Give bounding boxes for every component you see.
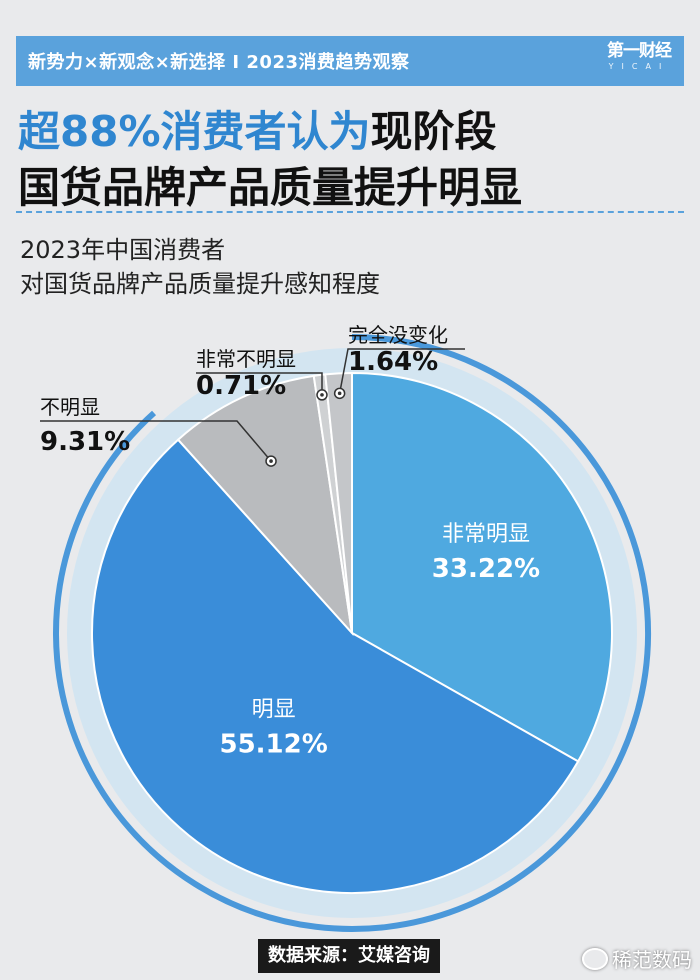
pie-slice-value: 33.22% — [432, 554, 540, 584]
pie-slice — [351, 371, 613, 763]
brand-logo: 第一财经 YICAI — [606, 43, 672, 79]
headline-line-1-rest: 现阶段 — [370, 107, 497, 156]
top-banner: 新势力×新观念×新选择 I 2023消费趋势观察 第一财经 YICAI — [16, 36, 684, 86]
pie-callout-dot-center — [320, 393, 324, 397]
pie-callout-dot-center — [337, 391, 342, 396]
brand-logo-text: 第一财经 — [607, 41, 672, 61]
pie-callout-value: 1.64% — [348, 347, 438, 377]
weibo-icon — [582, 948, 608, 970]
headline-accent: 超88%消费者认为 — [18, 107, 371, 156]
pie-callout-label: 非常不明显 — [196, 347, 296, 371]
pie-outer-arc — [53, 334, 651, 932]
pie-callout-dot-center — [269, 459, 273, 463]
watermark-text: 稀范数码 — [612, 948, 692, 972]
pie-callout-line — [40, 420, 272, 462]
pie-callout-line — [338, 348, 465, 394]
pie-callout-line — [196, 372, 323, 395]
pie-callout-value: 9.31% — [40, 427, 130, 457]
headline-line-1: 超88%消费者认为现阶段 — [18, 104, 522, 160]
source-label: 数据来源：艾媒咨询 — [258, 939, 440, 973]
headline-line-2: 国货品牌产品质量提升明显 — [18, 163, 523, 212]
headline: 超88%消费者认为现阶段 国货品牌产品质量提升明显 — [18, 104, 522, 216]
brand-logo-subtext: YICAI — [608, 62, 670, 71]
pie-callout-label: 不明显 — [40, 395, 100, 419]
banner-text: 新势力×新观念×新选择 I 2023消费趋势观察 — [28, 52, 410, 73]
pie-slice — [176, 374, 354, 637]
pie-slice — [324, 371, 353, 634]
pie-callout-label: 完全没变化 — [348, 323, 448, 347]
pie-slice-value: 55.12% — [220, 729, 328, 759]
watermark: 稀范数码 — [582, 944, 692, 973]
chart-subtitle: 2023年中国消费者 对国货品牌产品质量提升感知程度 — [20, 233, 380, 301]
pie-slice-label: 明显 — [252, 697, 296, 722]
dashed-divider — [16, 211, 684, 213]
pie-callout-value: 0.71% — [196, 371, 286, 401]
pie-slice — [91, 438, 580, 894]
chart-subtitle-line-2: 对国货品牌产品质量提升感知程度 — [20, 270, 380, 298]
pie-slice-label: 非常明显 — [442, 522, 530, 547]
chart-subtitle-line-1: 2023年中国消费者 — [20, 236, 226, 264]
